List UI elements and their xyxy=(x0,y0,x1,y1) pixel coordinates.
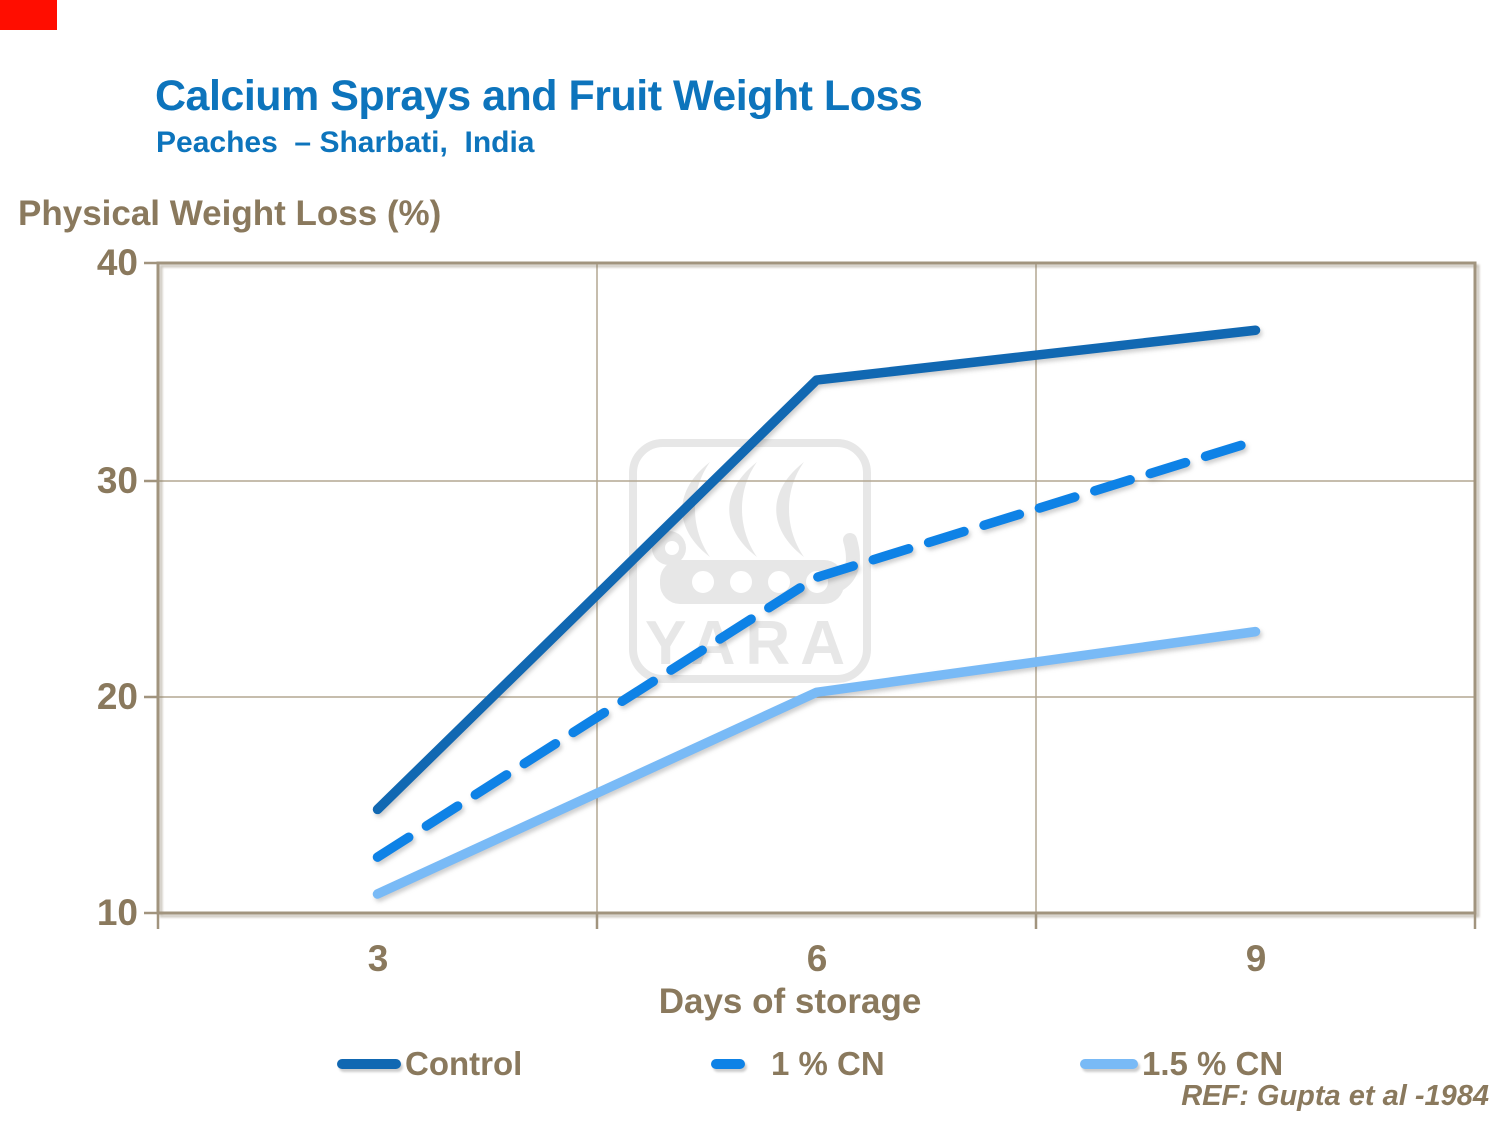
legend-label-control: Control xyxy=(405,1045,523,1082)
series-line-1pct-cn xyxy=(372,436,1261,862)
legend-item-1pct-cn: 1 % CN xyxy=(711,1042,885,1086)
watermark-ship-hull xyxy=(652,531,860,604)
red-corner-marker xyxy=(0,0,57,30)
legend-label-1_5pct-cn: 1.5 % CN xyxy=(1142,1045,1284,1082)
y-tick-10: 10 xyxy=(96,892,138,933)
legend-item-control: Control xyxy=(337,1042,522,1086)
y-tick-20: 20 xyxy=(96,676,138,717)
series-line-1_5pct-cn xyxy=(372,626,1261,899)
legend-label-1pct-cn: 1 % CN xyxy=(771,1045,885,1082)
y-axis-title: Physical Weight Loss (%) xyxy=(18,194,442,233)
legend-swatch-1pct-cn xyxy=(711,1059,745,1069)
chart-title: Calcium Sprays and Fruit Weight Loss xyxy=(155,72,923,120)
legend-swatch-control xyxy=(337,1059,401,1069)
yara-watermark-logo: YARA xyxy=(629,439,871,683)
series-lines xyxy=(372,325,1261,899)
reference-note: REF: Gupta et al -1984 xyxy=(1181,1080,1489,1112)
axis-ticks xyxy=(144,261,1477,929)
x-tick-9: 9 xyxy=(1245,938,1267,979)
x-tick-3: 3 xyxy=(367,938,389,979)
x-axis-title: Days of storage xyxy=(658,982,922,1021)
x-tick-6: 6 xyxy=(806,938,828,979)
series-line-control xyxy=(372,325,1261,815)
y-tick-40: 40 xyxy=(96,242,138,283)
plot-frame xyxy=(156,261,1477,915)
watermark-ship-sails xyxy=(682,462,804,557)
legend-swatch-1_5pct-cn xyxy=(1080,1059,1138,1069)
legend-item-1_5pct-cn: 1.5 % CN xyxy=(1080,1042,1283,1086)
y-tick-30: 30 xyxy=(96,460,138,501)
chart-subtitle: Peaches – Sharbati, India xyxy=(156,126,535,159)
